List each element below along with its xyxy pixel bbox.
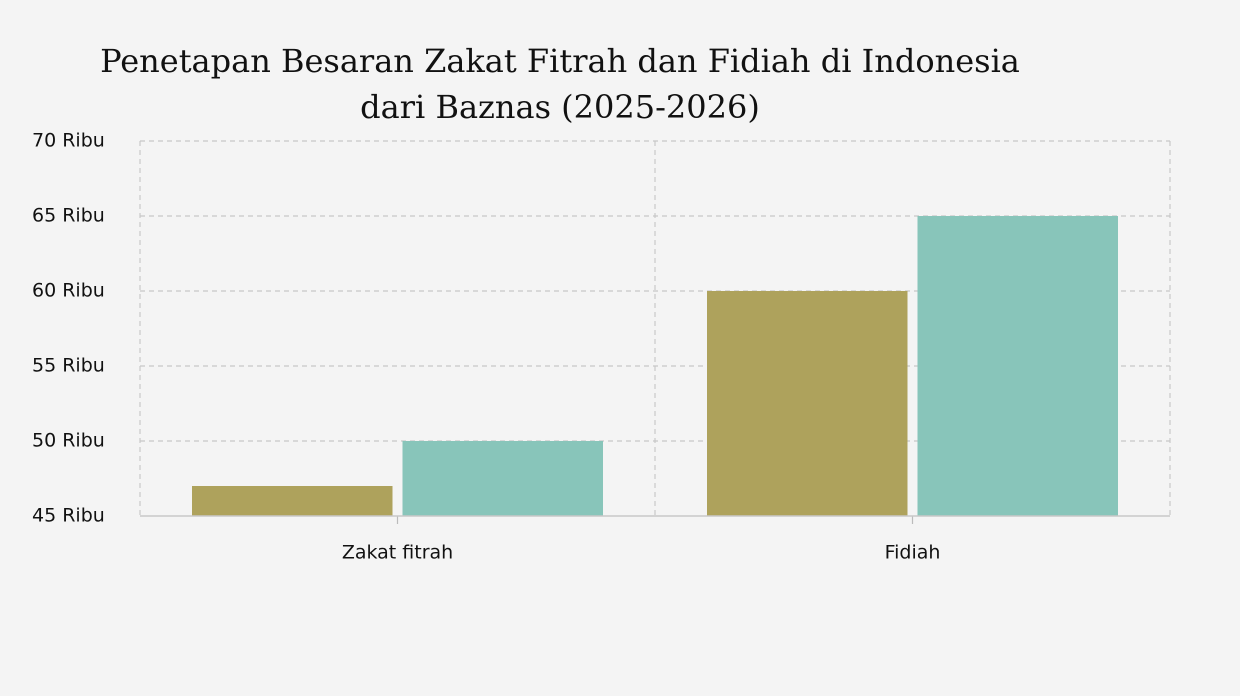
- y-tick-label: 70 Ribu: [32, 130, 105, 152]
- y-tick-label: 50 Ribu: [32, 430, 105, 452]
- chart-title: Penetapan Besaran Zakat Fitrah dan Fidia…: [100, 42, 1020, 126]
- x-tick-label: Zakat fitrah: [342, 542, 453, 564]
- y-tick-label: 55 Ribu: [32, 355, 105, 377]
- bar: [402, 441, 603, 516]
- y-tick-label: 60 Ribu: [32, 280, 105, 302]
- bar: [707, 291, 908, 516]
- y-tick-label: 45 Ribu: [32, 505, 105, 527]
- x-tick-label: Fidiah: [885, 542, 941, 564]
- bar: [917, 216, 1118, 516]
- y-tick-label: 65 Ribu: [32, 205, 105, 227]
- bar: [192, 486, 393, 516]
